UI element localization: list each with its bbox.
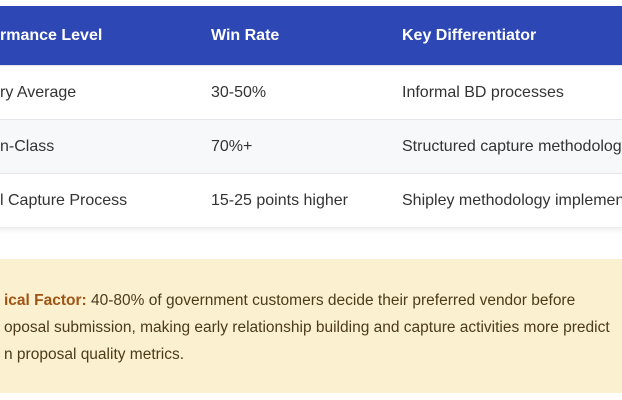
header-label: Key Differentiator [402,26,537,44]
win-rate-cell: 30-50% [211,84,402,102]
win-rate-cell: 70%+ [211,138,402,156]
table-header-row: rmance Level Win Rate Key Differentiator [0,6,622,65]
callout-text: ical Factor: 40-80% of government custom… [0,287,622,368]
cell-text: Shipley methodology implementati [402,191,622,209]
callout-line-1-text: 40-80% of government customers decide th… [86,292,576,309]
callout-line-2: oposal submission, making early relation… [4,319,610,336]
cell-text: l Capture Process [0,191,128,209]
header-win-rate: Win Rate [211,27,402,45]
table-row: n-Class 70%+ Structured capture methodol… [0,119,622,173]
header-label: Win Rate [211,26,280,44]
header-label: rmance Level [0,26,103,44]
callout-label: ical Factor: [4,292,87,309]
differentiator-cell: Shipley methodology implementati [402,192,622,210]
win-rate-cell: 15-25 points higher [211,192,402,210]
table-row: ry Average 30-50% Informal BD processes [0,65,622,119]
cell-text: 30-50% [211,83,267,101]
cell-text: Structured capture methodology [402,137,622,155]
critical-factor-callout: ical Factor: 40-80% of government custom… [0,259,622,393]
header-key-differentiator: Key Differentiator [402,27,622,45]
cell-text: n-Class [0,137,55,155]
cell-text: 15-25 points higher [211,191,348,209]
callout-line-1: ical Factor: 40-80% of government custom… [4,287,622,314]
performance-level-cell: ry Average [0,84,211,102]
win-rate-table: rmance Level Win Rate Key Differentiator… [0,6,622,227]
differentiator-cell: Informal BD processes [402,84,622,102]
performance-level-cell: l Capture Process [0,192,211,210]
cell-text: 70%+ [211,137,253,155]
table-row: l Capture Process 15-25 points higher Sh… [0,173,622,227]
header-performance-level: rmance Level [0,27,211,45]
performance-level-cell: n-Class [0,138,211,156]
differentiator-cell: Structured capture methodology [402,138,622,156]
cell-text: Informal BD processes [402,83,564,101]
cell-text: ry Average [0,83,77,101]
callout-line-3: n proposal quality metrics. [4,346,185,363]
